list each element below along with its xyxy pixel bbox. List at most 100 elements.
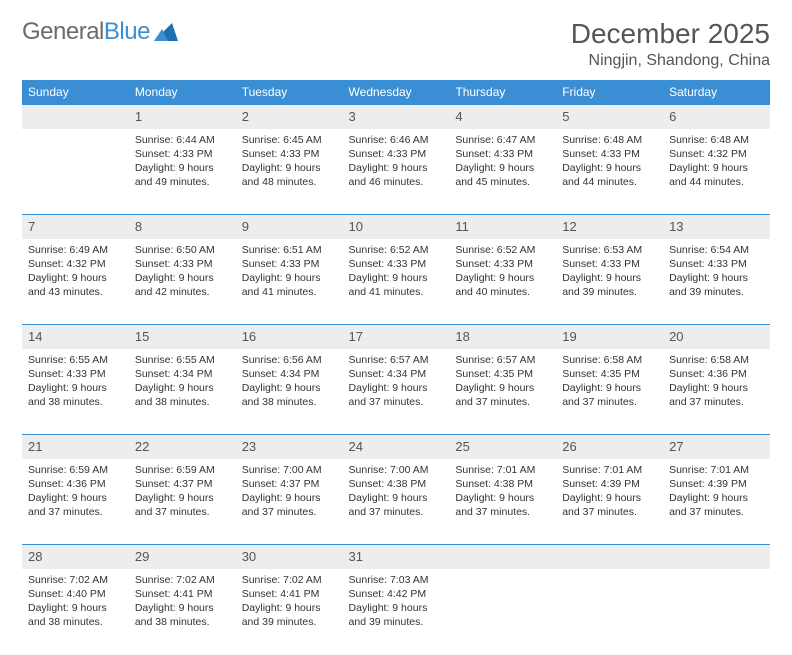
day-number-cell: 31 bbox=[343, 545, 450, 569]
sunrise-text: Sunrise: 7:01 AM bbox=[669, 463, 764, 477]
day-body-row: Sunrise: 6:59 AMSunset: 4:36 PMDaylight:… bbox=[22, 459, 770, 545]
day-cell: Sunrise: 6:51 AMSunset: 4:33 PMDaylight:… bbox=[236, 239, 343, 325]
day-number-cell: 24 bbox=[343, 435, 450, 459]
sunset-text: Sunset: 4:33 PM bbox=[135, 257, 230, 271]
day-number-cell: 20 bbox=[663, 325, 770, 349]
day-cell: Sunrise: 6:55 AMSunset: 4:34 PMDaylight:… bbox=[129, 349, 236, 435]
sunset-text: Sunset: 4:33 PM bbox=[349, 147, 444, 161]
day-cell: Sunrise: 6:56 AMSunset: 4:34 PMDaylight:… bbox=[236, 349, 343, 435]
day-number-row: 28293031 bbox=[22, 545, 770, 569]
sunrise-text: Sunrise: 6:53 AM bbox=[562, 243, 657, 257]
sunset-text: Sunset: 4:33 PM bbox=[28, 367, 123, 381]
daylight-text: Daylight: 9 hours and 38 minutes. bbox=[28, 381, 123, 409]
sunrise-text: Sunrise: 6:51 AM bbox=[242, 243, 337, 257]
sunset-text: Sunset: 4:42 PM bbox=[349, 587, 444, 601]
sunrise-text: Sunrise: 6:58 AM bbox=[669, 353, 764, 367]
sunrise-text: Sunrise: 6:52 AM bbox=[349, 243, 444, 257]
day-number-cell bbox=[22, 105, 129, 129]
sunset-text: Sunset: 4:36 PM bbox=[28, 477, 123, 491]
daylight-text: Daylight: 9 hours and 37 minutes. bbox=[669, 491, 764, 519]
calendar-table: SundayMondayTuesdayWednesdayThursdayFrid… bbox=[22, 80, 770, 655]
day-number-cell bbox=[663, 545, 770, 569]
weekday-header-row: SundayMondayTuesdayWednesdayThursdayFrid… bbox=[22, 80, 770, 105]
sunset-text: Sunset: 4:37 PM bbox=[135, 477, 230, 491]
daylight-text: Daylight: 9 hours and 40 minutes. bbox=[455, 271, 550, 299]
sunrise-text: Sunrise: 7:00 AM bbox=[349, 463, 444, 477]
day-number-cell: 22 bbox=[129, 435, 236, 459]
sunset-text: Sunset: 4:38 PM bbox=[455, 477, 550, 491]
day-number-cell: 8 bbox=[129, 215, 236, 239]
day-cell: Sunrise: 6:45 AMSunset: 4:33 PMDaylight:… bbox=[236, 129, 343, 215]
daylight-text: Daylight: 9 hours and 39 minutes. bbox=[242, 601, 337, 629]
daylight-text: Daylight: 9 hours and 38 minutes. bbox=[28, 601, 123, 629]
day-number-cell: 17 bbox=[343, 325, 450, 349]
location: Ningjin, Shandong, China bbox=[571, 52, 770, 70]
sunrise-text: Sunrise: 6:44 AM bbox=[135, 133, 230, 147]
day-number-cell: 27 bbox=[663, 435, 770, 459]
sunset-text: Sunset: 4:34 PM bbox=[242, 367, 337, 381]
daylight-text: Daylight: 9 hours and 37 minutes. bbox=[455, 381, 550, 409]
weekday-header: Tuesday bbox=[236, 80, 343, 105]
sunrise-text: Sunrise: 6:52 AM bbox=[455, 243, 550, 257]
daylight-text: Daylight: 9 hours and 37 minutes. bbox=[242, 491, 337, 519]
daylight-text: Daylight: 9 hours and 42 minutes. bbox=[135, 271, 230, 299]
daylight-text: Daylight: 9 hours and 38 minutes. bbox=[135, 381, 230, 409]
sunrise-text: Sunrise: 6:57 AM bbox=[349, 353, 444, 367]
day-number-cell bbox=[556, 545, 663, 569]
day-cell: Sunrise: 6:58 AMSunset: 4:35 PMDaylight:… bbox=[556, 349, 663, 435]
daylight-text: Daylight: 9 hours and 39 minutes. bbox=[349, 601, 444, 629]
sunrise-text: Sunrise: 6:59 AM bbox=[28, 463, 123, 477]
daylight-text: Daylight: 9 hours and 37 minutes. bbox=[349, 491, 444, 519]
day-number-row: 21222324252627 bbox=[22, 435, 770, 459]
sunset-text: Sunset: 4:34 PM bbox=[349, 367, 444, 381]
day-cell: Sunrise: 6:50 AMSunset: 4:33 PMDaylight:… bbox=[129, 239, 236, 325]
weekday-header: Thursday bbox=[449, 80, 556, 105]
logo: GeneralBlue bbox=[22, 18, 178, 46]
sunrise-text: Sunrise: 6:54 AM bbox=[669, 243, 764, 257]
sunrise-text: Sunrise: 6:55 AM bbox=[135, 353, 230, 367]
sunset-text: Sunset: 4:41 PM bbox=[135, 587, 230, 601]
logo-text-blue: Blue bbox=[104, 18, 150, 45]
day-number-cell: 26 bbox=[556, 435, 663, 459]
sunrise-text: Sunrise: 7:02 AM bbox=[135, 573, 230, 587]
sunset-text: Sunset: 4:33 PM bbox=[349, 257, 444, 271]
sunrise-text: Sunrise: 7:01 AM bbox=[455, 463, 550, 477]
daylight-text: Daylight: 9 hours and 41 minutes. bbox=[242, 271, 337, 299]
day-cell: Sunrise: 6:53 AMSunset: 4:33 PMDaylight:… bbox=[556, 239, 663, 325]
day-number-cell: 1 bbox=[129, 105, 236, 129]
day-number-cell bbox=[449, 545, 556, 569]
day-number-cell: 12 bbox=[556, 215, 663, 239]
daylight-text: Daylight: 9 hours and 44 minutes. bbox=[562, 161, 657, 189]
day-number-cell: 3 bbox=[343, 105, 450, 129]
weekday-header: Friday bbox=[556, 80, 663, 105]
day-cell: Sunrise: 6:52 AMSunset: 4:33 PMDaylight:… bbox=[449, 239, 556, 325]
daylight-text: Daylight: 9 hours and 41 minutes. bbox=[349, 271, 444, 299]
day-cell: Sunrise: 6:44 AMSunset: 4:33 PMDaylight:… bbox=[129, 129, 236, 215]
sunset-text: Sunset: 4:41 PM bbox=[242, 587, 337, 601]
day-number-cell: 14 bbox=[22, 325, 129, 349]
daylight-text: Daylight: 9 hours and 45 minutes. bbox=[455, 161, 550, 189]
sunrise-text: Sunrise: 7:02 AM bbox=[242, 573, 337, 587]
day-cell bbox=[22, 129, 129, 215]
day-number-cell: 9 bbox=[236, 215, 343, 239]
day-cell: Sunrise: 6:52 AMSunset: 4:33 PMDaylight:… bbox=[343, 239, 450, 325]
sunrise-text: Sunrise: 6:48 AM bbox=[669, 133, 764, 147]
sunrise-text: Sunrise: 6:55 AM bbox=[28, 353, 123, 367]
day-number-row: 123456 bbox=[22, 105, 770, 129]
daylight-text: Daylight: 9 hours and 39 minutes. bbox=[669, 271, 764, 299]
sunset-text: Sunset: 4:35 PM bbox=[562, 367, 657, 381]
sunrise-text: Sunrise: 7:01 AM bbox=[562, 463, 657, 477]
day-number-cell: 4 bbox=[449, 105, 556, 129]
logo-triangle-icon bbox=[154, 23, 178, 41]
sunset-text: Sunset: 4:33 PM bbox=[242, 147, 337, 161]
logo-text-general: General bbox=[22, 18, 104, 45]
daylight-text: Daylight: 9 hours and 44 minutes. bbox=[669, 161, 764, 189]
sunset-text: Sunset: 4:36 PM bbox=[669, 367, 764, 381]
day-cell: Sunrise: 6:58 AMSunset: 4:36 PMDaylight:… bbox=[663, 349, 770, 435]
day-cell: Sunrise: 6:48 AMSunset: 4:32 PMDaylight:… bbox=[663, 129, 770, 215]
day-body-row: Sunrise: 6:44 AM Sunset: 4:33 PM Daylight:… bbox=[22, 129, 770, 215]
sunrise-text: Sunrise: 6:59 AM bbox=[135, 463, 230, 477]
sunset-text: Sunset: 4:32 PM bbox=[28, 257, 123, 271]
sunset-text: Sunset: 4:33 PM bbox=[669, 257, 764, 271]
daylight-text: Daylight: 9 hours and 49 minutes. bbox=[135, 161, 230, 189]
